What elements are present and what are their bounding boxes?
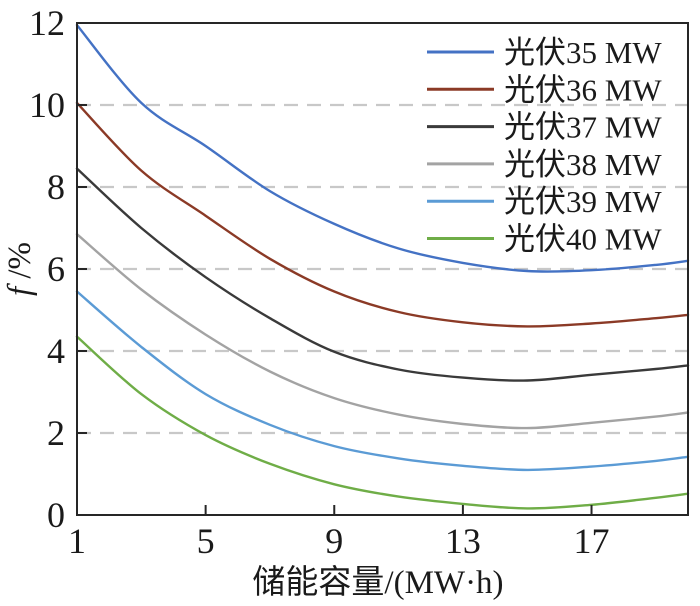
y-tick-label-6: 6 <box>47 249 65 289</box>
legend-item-3: 光伏38 MW <box>427 147 662 182</box>
legend-label-3: 光伏38 MW <box>504 147 662 182</box>
series-line-0 <box>75 23 690 273</box>
y-tick-label-8: 8 <box>47 167 65 207</box>
legend-label-0: 光伏35 MW <box>504 35 662 70</box>
legend-label-2: 光伏37 MW <box>504 110 662 145</box>
y-tick-label-12: 12 <box>29 3 65 43</box>
y-tick-label-4: 4 <box>47 331 65 371</box>
series-line-5 <box>75 335 690 510</box>
y-tick-label-0: 0 <box>47 495 65 535</box>
gridlines <box>77 103 688 435</box>
y-tick-label-10: 10 <box>29 85 65 125</box>
x-tick-label-5: 5 <box>197 521 215 561</box>
x-tick-label-9: 9 <box>325 521 343 561</box>
series-line-3 <box>75 233 690 430</box>
legend-item-5: 光伏40 MW <box>427 222 662 257</box>
y-axis-title: f /% <box>2 242 38 296</box>
series-line-2 <box>75 167 690 382</box>
legend-label-4: 光伏39 MW <box>504 184 662 219</box>
legend-label-1: 光伏36 MW <box>504 72 662 107</box>
series-line-1 <box>75 101 690 328</box>
legend-item-4: 光伏39 MW <box>427 184 662 219</box>
x-axis-title: 储能容量/(MW·h) <box>252 564 503 601</box>
series-line-4 <box>75 290 690 472</box>
x-tick-label-1: 1 <box>68 521 86 561</box>
legend-item-0: 光伏35 MW <box>427 35 662 70</box>
legend-item-1: 光伏36 MW <box>427 72 662 107</box>
tick-labels: 1 5 9 13 17 0 2 4 6 8 10 12 <box>29 3 610 561</box>
series-lines <box>75 23 690 510</box>
legend-label-5: 光伏40 MW <box>504 222 662 257</box>
legend-item-2: 光伏37 MW <box>427 110 662 145</box>
axes <box>76 22 689 516</box>
x-tick-label-17: 17 <box>574 521 610 561</box>
y-tick-label-2: 2 <box>47 413 65 453</box>
y-axis-title-unit: /% <box>2 242 38 287</box>
x-tick-label-13: 13 <box>445 521 481 561</box>
